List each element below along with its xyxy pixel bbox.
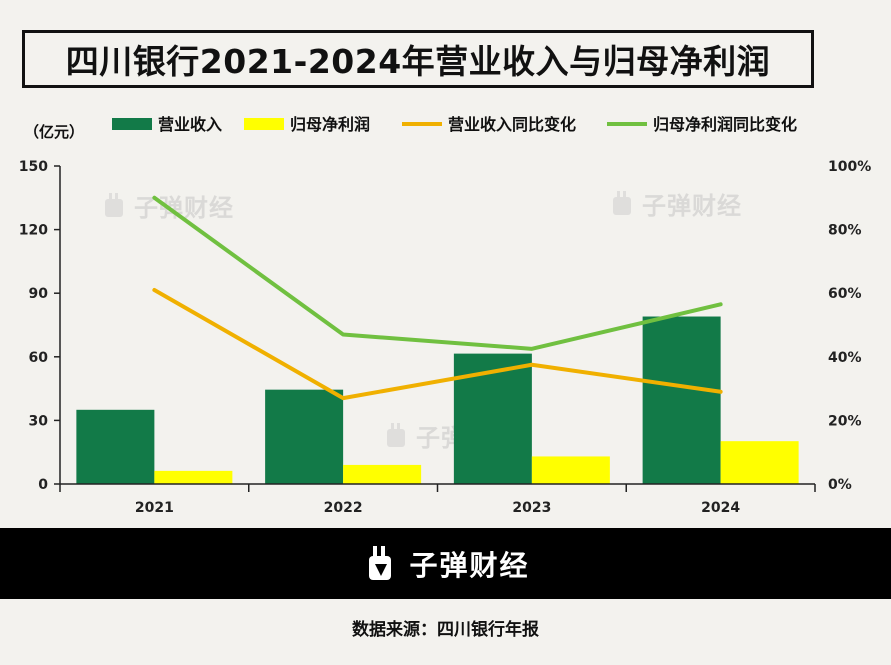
title-box: 四川银行2021-2024年营业收入与归母净利润 xyxy=(22,30,814,88)
x-tick-label: 2021 xyxy=(135,500,174,516)
bar-revenue xyxy=(76,409,155,484)
y-axis-unit-label: （亿元） xyxy=(24,123,84,141)
legend-swatch xyxy=(402,122,442,126)
y-tick-label: 90 xyxy=(29,286,49,302)
bar-net-profit xyxy=(720,441,799,484)
legend-label: 营业收入 xyxy=(158,115,222,134)
y2-tick-label: 0% xyxy=(828,477,852,493)
brand-logo-icon xyxy=(369,545,392,580)
y2-tick-label: 20% xyxy=(828,413,862,429)
y-tick-label: 30 xyxy=(29,413,49,429)
y2-tick-label: 100% xyxy=(828,159,871,175)
legend-swatch xyxy=(244,118,284,130)
line-net-profit-yoy xyxy=(152,195,723,351)
legend-label: 营业收入同比变化 xyxy=(448,115,576,134)
footer-band: 子弹财经 xyxy=(0,528,891,599)
bar-revenue xyxy=(642,316,721,484)
y-tick-label: 120 xyxy=(19,223,48,239)
data-source: 数据来源：四川银行年报 xyxy=(352,620,539,640)
bar-net-profit xyxy=(343,464,422,484)
y-tick-label: 150 xyxy=(19,159,48,175)
line-revenue-yoy xyxy=(152,288,723,401)
bar-revenue xyxy=(265,389,344,484)
y-tick-label: 0 xyxy=(38,477,48,493)
legend-label: 归母净利润 xyxy=(290,115,370,134)
x-tick-label: 2024 xyxy=(701,500,740,516)
bar-net-profit xyxy=(531,456,610,484)
legend-label: 归母净利润同比变化 xyxy=(653,115,797,134)
y2-tick-label: 80% xyxy=(828,223,862,239)
chart-title: 四川银行2021-2024年营业收入与归母净利润 xyxy=(65,42,771,81)
chart-canvas: 营业收入 归母净利润 营业收入同比变化 归母净利润同比变化 （亿元） 0 30 60 90 120… xyxy=(19,115,872,516)
y2-tick-label: 60% xyxy=(828,286,862,302)
bar-net-profit xyxy=(154,470,233,484)
x-tick-label: 2023 xyxy=(512,500,551,516)
x-tick-label: 2022 xyxy=(324,500,363,516)
footer-brand: 子弹财经 xyxy=(409,548,530,582)
legend-swatch xyxy=(112,118,152,130)
y-tick-label: 60 xyxy=(29,350,49,366)
y2-tick-label: 40% xyxy=(828,350,862,366)
legend-swatch xyxy=(607,122,647,126)
